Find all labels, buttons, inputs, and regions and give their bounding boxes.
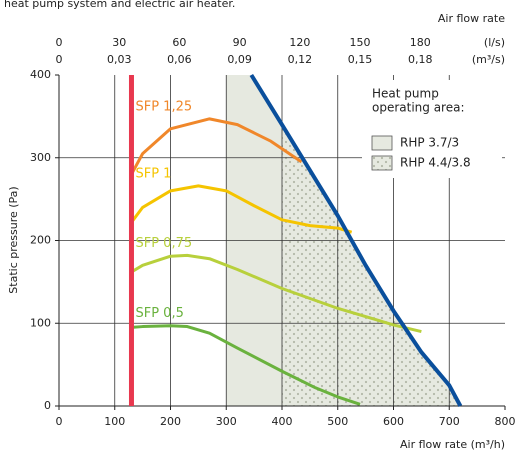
top-tick-label: 90 [233,36,247,49]
caption: heat pump system and electric air heater… [4,0,235,10]
top-tick-label: 0,03 [107,53,132,66]
top-tick-label: 0,18 [408,53,433,66]
x-tick-label: 300 [216,415,237,428]
top-tick-label: 0 [56,36,63,49]
sfp-label: SFP 1 [135,166,171,181]
top-tick-label: 120 [289,36,310,49]
y-tick-label: 400 [30,68,51,81]
legend-title: Heat pump [372,87,439,101]
top-tick-label: 0,15 [348,53,373,66]
x-tick-label: 400 [272,415,293,428]
top-tick-label: 30 [112,36,126,49]
top-axis-unit: (m³/s) [472,53,505,66]
sfp-curve [130,253,422,333]
legend-swatch [371,155,393,171]
y-axis-title: Static pressure (Pa) [7,186,20,293]
legend-swatch [371,135,393,151]
x-tick-label: 0 [56,415,63,428]
top-tick-label: 0,06 [167,53,192,66]
max-line [249,73,463,407]
top-tick-label: 60 [172,36,186,49]
sfp-label: SFP 1,25 [135,99,192,114]
y-tick-label: 200 [30,234,51,247]
y-tick-label: 100 [30,316,51,329]
sfp-label: SFP 0,5 [135,306,183,321]
x-axis-title: Air flow rate (m³/h) [400,438,505,451]
top-axis-title: Air flow rate [438,12,505,25]
top-tick-label: 0,12 [288,53,313,66]
x-tick-label: 100 [104,415,125,428]
x-tick-label: 500 [327,415,348,428]
x-tick-label: 700 [439,415,460,428]
sfp-curve [131,324,361,406]
sfp-curve [130,117,303,176]
y-tick-label: 300 [30,151,51,164]
top-tick-label: 0 [56,53,63,66]
legend-label: RHP 4.4/3.8 [400,156,471,170]
sfp-curve [130,184,353,234]
legend-title: operating area: [372,101,465,115]
top-tick-label: 0,09 [227,53,252,66]
x-tick-label: 800 [495,415,516,428]
top-axis-unit: (l/s) [484,36,505,49]
top-tick-label: 150 [350,36,371,49]
operating-area [282,124,461,407]
x-tick-label: 200 [160,415,181,428]
y-tick-label: 0 [44,399,51,412]
top-tick-label: 180 [410,36,431,49]
legend-label: RHP 3.7/3 [400,136,459,150]
sfp-label: SFP 0,75 [135,236,192,251]
x-tick-label: 600 [383,415,404,428]
